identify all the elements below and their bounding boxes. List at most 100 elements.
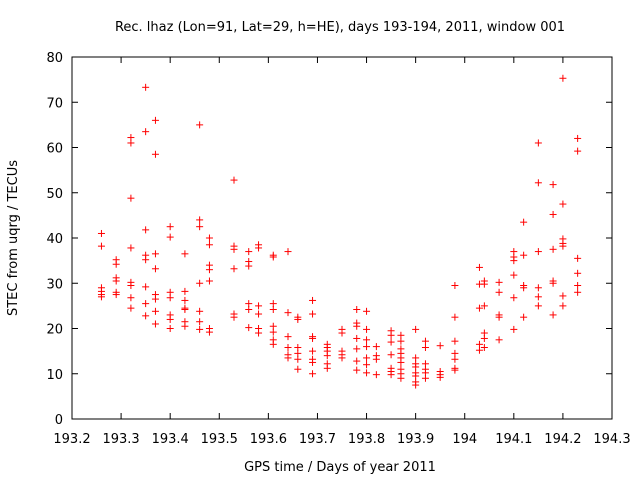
- data-point: [372, 355, 380, 363]
- data-point: [196, 216, 204, 224]
- data-point: [205, 234, 213, 242]
- data-point: [127, 244, 135, 252]
- data-point: [480, 334, 488, 342]
- data-point: [127, 304, 135, 312]
- data-point: [142, 312, 150, 320]
- data-point: [245, 262, 253, 270]
- data-point: [412, 325, 420, 333]
- data-point: [549, 210, 557, 218]
- data-point: [436, 342, 444, 350]
- data-point: [181, 322, 189, 330]
- x-tick-label: 193.6: [250, 432, 287, 447]
- data-point: [451, 337, 459, 345]
- x-tick-label: 194.1: [495, 432, 532, 447]
- y-tick-label: 30: [46, 277, 63, 292]
- data-point: [294, 365, 302, 373]
- data-point: [269, 340, 277, 348]
- data-point: [363, 325, 371, 333]
- data-point: [338, 354, 346, 362]
- data-point: [363, 361, 371, 369]
- data-point: [338, 329, 346, 337]
- data-point: [353, 357, 361, 365]
- data-point: [196, 223, 204, 231]
- data-point: [534, 248, 542, 256]
- data-point: [451, 355, 459, 363]
- data-point: [323, 364, 331, 372]
- data-point: [412, 372, 420, 380]
- data-point: [269, 305, 277, 313]
- data-point: [142, 83, 150, 91]
- x-tick-label: 193.7: [299, 432, 336, 447]
- data-point: [151, 116, 159, 124]
- data-point: [309, 347, 317, 355]
- data-point: [436, 373, 444, 381]
- data-point: [451, 349, 459, 357]
- data-point: [495, 288, 503, 296]
- data-point: [142, 226, 150, 234]
- data-point: [309, 334, 317, 342]
- data-point: [151, 307, 159, 315]
- data-point: [151, 150, 159, 158]
- data-point: [559, 200, 567, 208]
- data-point: [559, 242, 567, 250]
- axis-ticks: 193.2 193.3 193.4 193.5 193.6 193.7 193.8 193.9…: [46, 51, 630, 447]
- data-point: [520, 313, 528, 321]
- data-point: [387, 338, 395, 346]
- data-point: [353, 366, 361, 374]
- data-point: [574, 282, 582, 290]
- data-point: [309, 296, 317, 304]
- y-tick-label: 10: [46, 368, 63, 383]
- data-point: [451, 366, 459, 374]
- data-point: [97, 293, 105, 301]
- data-point: [196, 121, 204, 129]
- y-tick-label: 50: [46, 187, 63, 202]
- data-point: [97, 229, 105, 237]
- data-point: [353, 305, 361, 313]
- data-point: [387, 331, 395, 339]
- data-point: [495, 278, 503, 286]
- data-point: [363, 307, 371, 315]
- data-points: [97, 74, 582, 389]
- data-point: [475, 346, 483, 354]
- data-point: [97, 242, 105, 250]
- x-tick-label: 193.3: [102, 432, 139, 447]
- data-point: [151, 295, 159, 303]
- data-point: [196, 318, 204, 326]
- y-tick-label: 80: [46, 51, 63, 66]
- data-point: [255, 329, 263, 337]
- data-point: [196, 307, 204, 315]
- data-point: [127, 294, 135, 302]
- data-point: [353, 345, 361, 353]
- data-point: [245, 248, 253, 256]
- data-point: [181, 305, 189, 313]
- data-point: [397, 358, 405, 366]
- y-tick-label: 0: [55, 413, 63, 428]
- y-axis-label: STEC from uqrg / TECUs: [6, 160, 21, 316]
- data-point: [510, 325, 518, 333]
- data-point: [151, 250, 159, 258]
- data-point: [520, 218, 528, 226]
- data-point: [510, 271, 518, 279]
- data-point: [245, 324, 253, 332]
- data-point: [480, 302, 488, 310]
- data-point: [309, 370, 317, 378]
- data-point: [372, 371, 380, 379]
- data-point: [495, 336, 503, 344]
- data-point: [480, 280, 488, 288]
- x-tick-label: 194.2: [544, 432, 581, 447]
- data-point: [534, 284, 542, 292]
- data-point: [284, 309, 292, 317]
- data-point: [549, 181, 557, 189]
- data-point: [475, 263, 483, 271]
- data-point: [166, 325, 174, 332]
- plot-frame: [71, 56, 613, 420]
- data-point: [255, 302, 263, 310]
- data-point: [363, 343, 371, 351]
- data-point: [353, 322, 361, 330]
- data-point: [520, 251, 528, 259]
- data-point: [142, 256, 150, 264]
- data-point: [520, 284, 528, 292]
- data-point: [387, 351, 395, 359]
- data-point: [549, 311, 557, 319]
- data-point: [151, 320, 159, 328]
